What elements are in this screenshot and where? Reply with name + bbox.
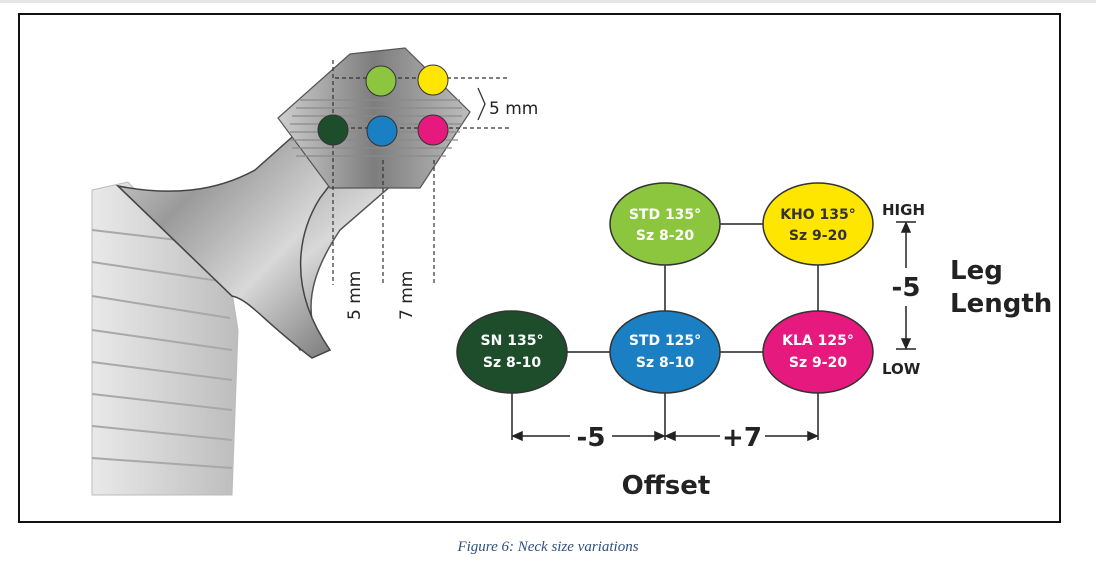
node-std-125-size: Sz 8-10 <box>636 355 694 371</box>
leg-length-label-line1: Leg <box>950 256 1003 286</box>
node-kho-135: KHO 135° Sz 9-20 <box>762 182 874 266</box>
offset-label: Offset <box>622 471 711 501</box>
leg-length-label-line2: Length <box>950 289 1052 319</box>
node-sn-135-label: SN 135° <box>481 333 544 349</box>
leg-length-delta: -5 <box>892 273 921 303</box>
node-kho-135-label: KHO 135° <box>780 207 856 223</box>
offset-delta-left: -5 <box>577 423 606 453</box>
five-mm-bracket <box>477 87 486 121</box>
taper-color-dots <box>317 64 449 147</box>
node-sn-135-size: Sz 8-10 <box>483 355 541 371</box>
leg-length-arrow <box>896 221 916 350</box>
node-kho-135-size: Sz 9-20 <box>789 228 847 244</box>
dot-magenta <box>417 114 449 146</box>
node-sn-135: SN 135° Sz 8-10 <box>456 310 568 394</box>
dimension-label-top: 5 mm <box>489 99 538 119</box>
node-std-125-label: STD 125° <box>629 333 701 349</box>
dot-yellow <box>417 64 449 96</box>
dot-blue <box>366 115 398 147</box>
node-kla-125-size: Sz 9-20 <box>789 355 847 371</box>
neck-variation-diagram: 5 mm 5 mm 7 mm STD 135° Sz 8-20 <box>91 47 1052 501</box>
node-kla-125-label: KLA 125° <box>782 333 854 349</box>
dimension-label-vertical-2: 7 mm <box>397 271 417 320</box>
node-std-135-size: Sz 8-20 <box>636 228 694 244</box>
node-std-135-label: STD 135° <box>629 207 701 223</box>
node-std-135: STD 135° Sz 8-20 <box>609 182 721 266</box>
hip-stem-implant <box>91 47 510 496</box>
offset-arrows <box>511 430 819 442</box>
page-top-rule <box>0 0 1096 3</box>
node-kla-125: KLA 125° Sz 9-20 <box>762 310 874 394</box>
dot-light-green <box>365 65 397 97</box>
offset-delta-right: +7 <box>722 423 762 453</box>
high-label: HIGH <box>882 201 925 219</box>
node-std-125: STD 125° Sz 8-10 <box>609 310 721 394</box>
dimension-label-vertical-1: 5 mm <box>345 271 365 320</box>
dot-dark-green <box>317 114 349 146</box>
figure-caption: Figure 6: Neck size variations <box>457 539 639 555</box>
low-label: LOW <box>882 360 921 378</box>
